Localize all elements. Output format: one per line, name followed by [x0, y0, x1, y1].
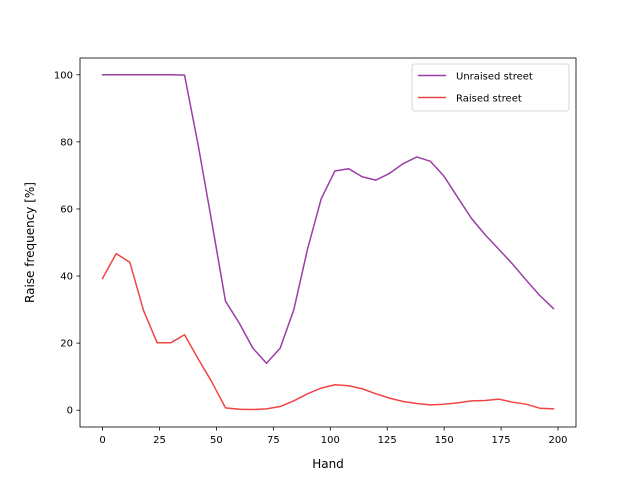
y-tick-label: 80	[60, 137, 73, 148]
legend-frame	[411, 63, 570, 112]
y-axis-label: Raise frequency [%]	[23, 182, 37, 303]
y-tick-label: 20	[60, 339, 73, 350]
x-tick-label: 200	[548, 435, 567, 446]
x-tick-label: 150	[435, 435, 454, 446]
x-tick-label: 125	[378, 435, 397, 446]
x-tick-label: 50	[210, 435, 223, 446]
x-tick-label: 75	[267, 435, 280, 446]
y-tick-label: 0	[67, 406, 73, 417]
plot-background	[80, 58, 576, 427]
series-line-unraised	[101, 74, 555, 365]
series-line-raised	[101, 252, 555, 411]
series-lines	[101, 74, 555, 411]
y-tick-label: 40	[60, 272, 73, 283]
y-axis: 0 20 40 60 80 100	[54, 70, 80, 417]
x-tick-label: 0	[99, 435, 105, 446]
x-tick-label: 100	[321, 435, 340, 446]
legend-label-unraised: Unraised street	[456, 72, 533, 83]
x-tick-label: 25	[153, 435, 166, 446]
plot-frame	[79, 57, 577, 428]
x-axis: 0 25 50 75 100 125 150 175 200	[99, 427, 568, 446]
legend: Unraised street Raised street	[411, 63, 570, 112]
legend-label-raised: Raised street	[456, 94, 522, 105]
y-tick-label: 100	[54, 70, 73, 81]
x-axis-label: Hand	[312, 457, 344, 471]
y-tick-label: 60	[60, 204, 73, 215]
x-tick-label: 175	[492, 435, 511, 446]
